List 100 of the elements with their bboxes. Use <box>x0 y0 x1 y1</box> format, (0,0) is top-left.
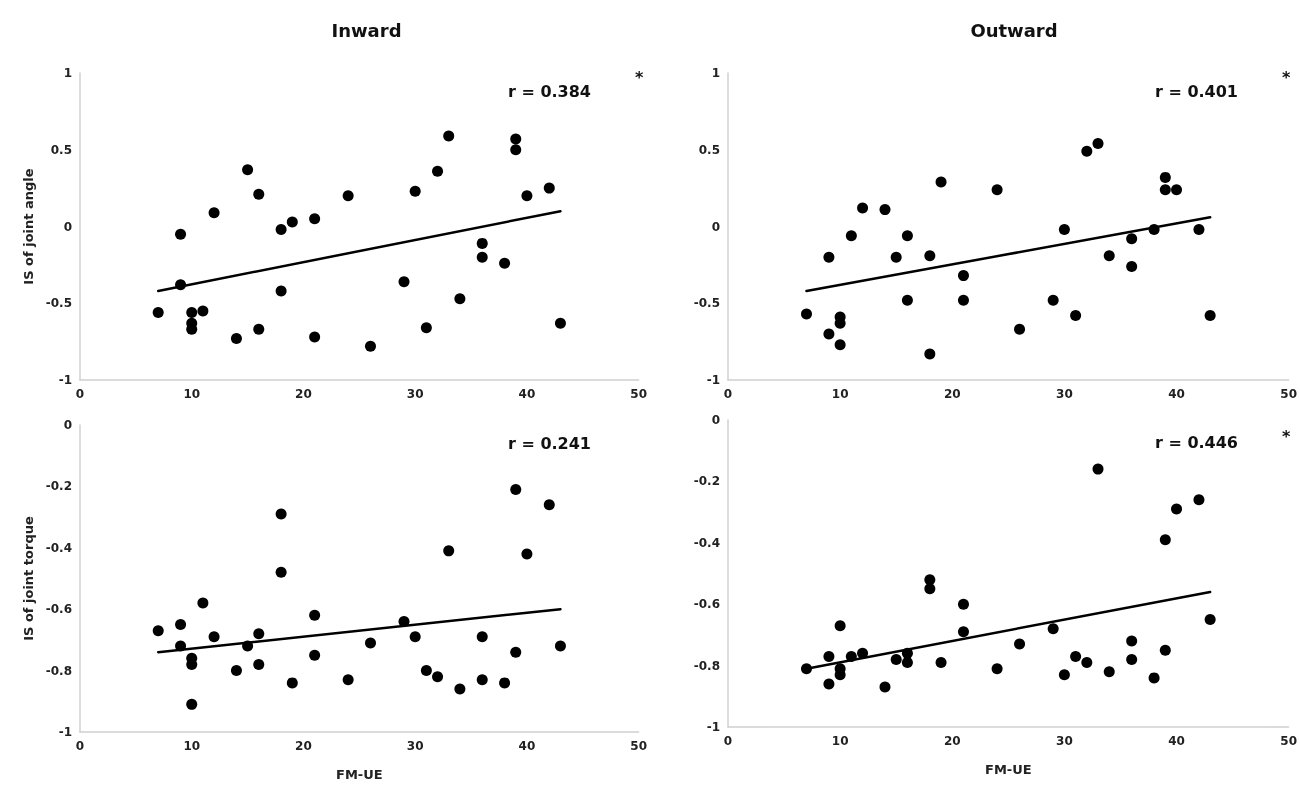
x-tick-label: 50 <box>1280 387 1297 401</box>
point <box>1070 650 1082 662</box>
point <box>554 640 566 652</box>
point <box>152 625 164 637</box>
x-tick-label: 20 <box>295 739 312 753</box>
point <box>890 251 902 263</box>
x-tick-label: 20 <box>295 387 312 401</box>
point <box>152 306 164 318</box>
y-tick-label: 0.5 <box>698 142 720 157</box>
x-tick-label: 40 <box>1168 734 1185 748</box>
point <box>253 628 265 640</box>
x-tick-label: 40 <box>518 387 536 401</box>
point <box>230 333 242 345</box>
y-tick-label: -0.2 <box>45 479 72 494</box>
point <box>409 185 421 197</box>
chart-title: Inward <box>331 19 402 41</box>
point <box>1047 623 1059 635</box>
annotation: * <box>1282 67 1291 87</box>
point <box>208 631 220 643</box>
x-tick-label: 40 <box>518 739 536 753</box>
y-tick-label: -1 <box>706 373 720 387</box>
point <box>175 228 187 240</box>
x-tick-label: 10 <box>831 734 849 748</box>
point <box>175 619 187 631</box>
point <box>834 620 846 632</box>
x-tick-label: 50 <box>1280 734 1297 748</box>
y-tick-label: -1 <box>58 725 72 739</box>
point <box>1159 171 1171 183</box>
point <box>1014 323 1026 335</box>
x-tick-label: 0 <box>75 739 85 753</box>
annotation: r = 0.384 <box>507 81 591 101</box>
point <box>454 293 466 305</box>
x-tick-label: 40 <box>1168 387 1185 401</box>
point <box>208 207 220 219</box>
point <box>1014 638 1026 650</box>
y-tick-label: 0 <box>711 219 720 234</box>
y-tick-label: -0.6 <box>45 602 72 617</box>
annotation: r = 0.446 <box>1154 432 1238 452</box>
y-tick-label: -0.4 <box>693 535 720 550</box>
point <box>432 165 444 177</box>
annotation: * <box>635 67 644 87</box>
point <box>521 548 533 560</box>
point <box>879 681 891 693</box>
x-tick-label: 0 <box>75 387 85 401</box>
point <box>230 665 242 677</box>
point <box>901 294 913 306</box>
x-axis-title: FM-UE <box>985 762 1032 777</box>
point <box>476 251 488 263</box>
point <box>1058 224 1070 236</box>
point <box>1126 260 1138 272</box>
point <box>1159 534 1171 546</box>
point <box>554 317 566 329</box>
point <box>510 646 522 658</box>
point <box>1171 184 1183 196</box>
x-tick-label: 30 <box>1056 734 1073 748</box>
y-tick-label: -0.8 <box>45 663 72 678</box>
y-tick-label: -0.2 <box>693 474 720 489</box>
x-tick-label: 10 <box>831 387 849 401</box>
point <box>398 276 410 288</box>
y-tick-label: -0.4 <box>45 540 72 555</box>
point <box>901 230 913 242</box>
point <box>890 653 902 665</box>
point <box>476 237 488 249</box>
x-tick-label: 20 <box>943 387 961 401</box>
point <box>309 609 321 621</box>
point <box>1171 503 1183 515</box>
chart-title: Outward <box>970 19 1058 41</box>
point <box>1081 145 1093 157</box>
point <box>823 678 835 690</box>
point <box>510 133 522 145</box>
point <box>186 698 198 710</box>
x-tick-label: 10 <box>183 387 201 401</box>
y-axis-title: IS of joint torque <box>20 516 36 641</box>
y-tick-label: 0 <box>711 413 720 427</box>
y-axis-title: IS of joint angle <box>20 168 36 285</box>
point <box>510 144 522 156</box>
point <box>991 663 1003 675</box>
point <box>420 322 432 334</box>
x-tick-label: 20 <box>943 734 961 748</box>
point <box>476 674 488 686</box>
x-tick-label: 10 <box>183 739 201 753</box>
point <box>242 164 254 176</box>
point <box>253 323 265 335</box>
x-tick-label: 30 <box>406 739 424 753</box>
point <box>801 308 812 320</box>
point <box>901 657 913 669</box>
y-tick-label: -1 <box>58 373 72 387</box>
point <box>543 499 555 511</box>
point <box>275 224 287 236</box>
y-tick-label: -0.6 <box>693 597 720 612</box>
point <box>476 631 488 643</box>
point <box>1126 635 1138 647</box>
point <box>253 658 265 670</box>
point <box>409 631 421 643</box>
point <box>499 677 511 689</box>
x-axis-title: FM-UE <box>336 767 383 782</box>
point <box>1193 224 1205 236</box>
point <box>957 626 969 638</box>
point <box>845 230 857 242</box>
point <box>309 213 321 225</box>
